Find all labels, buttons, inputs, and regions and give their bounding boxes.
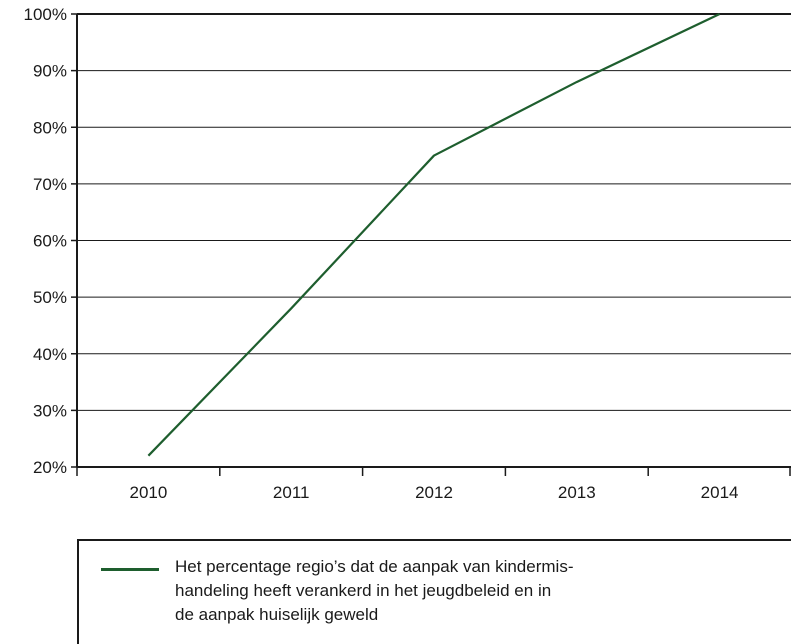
- x-tick-labels: 2010 2011 2012 2013 2014: [129, 483, 738, 502]
- y-tick-label: 80%: [33, 118, 67, 137]
- series-layer: [147, 13, 721, 457]
- axes: [71, 13, 791, 476]
- legend-line: de aanpak huiselijk geweld: [175, 605, 379, 624]
- legend-line: Het percentage regio’s dat de aanpak van…: [175, 557, 574, 576]
- legend-label: Het percentage regio’s dat de aanpak van…: [175, 555, 735, 627]
- y-tick-labels: 20% 30% 40% 50% 60% 70% 80% 90% 100%: [24, 5, 67, 477]
- y-tick-label: 40%: [33, 345, 67, 364]
- x-tick-label: 2011: [273, 483, 310, 502]
- line-chart: 20%30%40%50%60%70%80%90%100% 2010 2011 201…: [24, 5, 791, 502]
- x-tick-label: 2010: [129, 483, 167, 502]
- y-tick-label: 30%: [33, 401, 67, 420]
- x-tick-label: 2014: [701, 483, 739, 502]
- x-tick-label: 2012: [415, 483, 453, 502]
- y-tick-label: 60%: [33, 232, 67, 251]
- series-line: [147, 13, 721, 457]
- y-tick-label: 100%: [24, 5, 67, 24]
- y-tick-label: 70%: [33, 175, 67, 194]
- y-tick-label: 50%: [33, 288, 67, 307]
- legend-swatch: [101, 568, 159, 571]
- y-tick-label: 20%: [33, 458, 67, 477]
- legend: Het percentage regio’s dat de aanpak van…: [77, 539, 791, 644]
- legend-line: handeling heeft verankerd in het jeugdbe…: [175, 581, 552, 600]
- y-tick-label: 90%: [33, 62, 67, 81]
- x-tick-label: 2013: [558, 483, 596, 502]
- gridlines: [77, 70, 791, 411]
